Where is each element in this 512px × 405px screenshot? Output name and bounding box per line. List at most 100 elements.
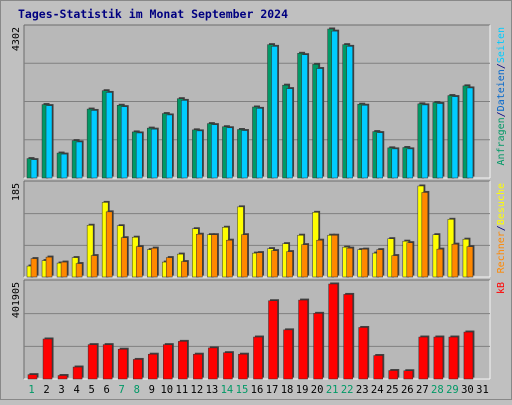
- bar: [403, 370, 414, 380]
- bar: [166, 257, 173, 278]
- bar: [346, 247, 353, 278]
- bar: [256, 108, 263, 179]
- bar: [373, 355, 383, 380]
- bar: [391, 255, 399, 278]
- x-tick-label: 19: [296, 384, 309, 396]
- bar: [181, 100, 188, 179]
- x-tick-label: 22: [341, 384, 354, 396]
- bar: [448, 336, 459, 380]
- x-tick-label: 21: [326, 384, 339, 396]
- x-tick-label: 28: [431, 384, 444, 396]
- bar: [120, 237, 128, 278]
- bar: [421, 192, 429, 278]
- bar: [60, 261, 68, 278]
- x-tick-label: 27: [416, 384, 429, 396]
- bar: [105, 211, 113, 278]
- bar: [87, 344, 98, 380]
- bar: [286, 251, 293, 278]
- legend-top: Anfragen/Dateien/Seiten: [496, 27, 507, 166]
- bar: [226, 127, 233, 179]
- bar: [27, 374, 38, 380]
- bar: [226, 239, 233, 278]
- bar: [120, 106, 128, 179]
- x-tick-label: 16: [251, 384, 264, 396]
- bar: [298, 299, 308, 380]
- bar: [211, 124, 218, 179]
- bar: [313, 313, 323, 380]
- bar: [193, 353, 203, 380]
- bar: [271, 250, 278, 278]
- x-tick-label: 29: [446, 384, 459, 396]
- bar: [72, 366, 83, 380]
- x-tick-label: 25: [386, 384, 399, 396]
- bar: [75, 263, 83, 278]
- bar: [208, 347, 218, 380]
- bar: [271, 46, 278, 179]
- legend-entry: Seiten: [496, 27, 507, 63]
- bar: [42, 338, 53, 380]
- bar: [283, 329, 293, 380]
- bar: [178, 341, 188, 380]
- bar: [301, 54, 308, 179]
- legend-entry: /: [496, 63, 507, 69]
- bar: [301, 244, 308, 278]
- x-tick-label: 13: [206, 384, 219, 396]
- bar: [466, 246, 474, 278]
- legend-entry: Dateien: [496, 69, 507, 111]
- bar: [135, 246, 143, 278]
- x-tick-label: 7: [119, 384, 125, 396]
- legend-entry: Besuche: [496, 183, 507, 225]
- bar: [331, 30, 338, 179]
- x-tick-label: 26: [401, 384, 414, 396]
- x-tick-label: 17: [266, 384, 279, 396]
- bar: [463, 331, 474, 380]
- legend-entry: /: [496, 225, 507, 231]
- bar: [75, 141, 83, 179]
- bar: [436, 248, 444, 278]
- x-tick-label: 12: [191, 384, 204, 396]
- x-tick-label: 15: [236, 384, 249, 396]
- bar: [286, 88, 293, 179]
- bar: [316, 239, 323, 278]
- bar: [196, 130, 203, 179]
- bar: [211, 234, 218, 278]
- bar: [90, 255, 98, 278]
- bar: [358, 327, 368, 380]
- bar: [253, 336, 263, 380]
- chart-title: Tages-Statistik im Monat September 2024: [18, 7, 288, 21]
- bar: [451, 96, 459, 179]
- bar: [148, 353, 158, 380]
- x-tick-label: 4: [73, 384, 79, 396]
- bar: [181, 261, 188, 278]
- bar: [256, 252, 263, 278]
- bar: [268, 300, 278, 380]
- series-dateien: [30, 29, 475, 179]
- x-tick-label: 30: [461, 384, 474, 396]
- bar: [418, 336, 429, 380]
- bar: [196, 233, 203, 278]
- bar: [433, 336, 444, 380]
- legend-mid: Rechner/Besuche: [496, 183, 507, 273]
- x-tick-label: 20: [311, 384, 324, 396]
- panel-mid: 185 Rechner/Besuche: [11, 180, 507, 278]
- bar: [86, 225, 94, 278]
- bar: [316, 68, 323, 179]
- bar: [151, 247, 158, 278]
- y-max-label: 185: [11, 183, 22, 201]
- bar: [30, 159, 38, 179]
- bar: [328, 283, 338, 380]
- bar: [406, 148, 414, 179]
- bar: [436, 103, 444, 179]
- bar: [376, 249, 383, 278]
- x-tick-label: 23: [356, 384, 369, 396]
- bar: [60, 153, 68, 179]
- bar: [117, 348, 128, 380]
- x-tick-label: 2: [43, 384, 49, 396]
- bar: [132, 359, 143, 380]
- bar: [391, 148, 399, 179]
- x-tick-label: 24: [371, 384, 384, 396]
- x-tick-label: 5: [88, 384, 94, 396]
